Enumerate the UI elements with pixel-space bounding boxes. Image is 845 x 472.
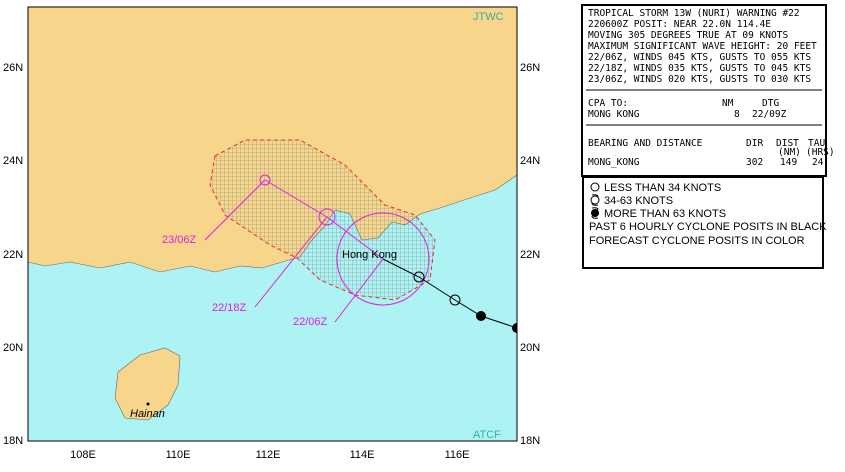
legend: LESS THAN 34 KNOTS 34-63 KNOTS MORE THAN… — [589, 182, 827, 247]
warning-text: TROPICAL STORM 13W (NURI) WARNING #22 22… — [586, 8, 835, 168]
place-label: Hong Kong — [342, 249, 397, 261]
lat-label: 26N — [520, 62, 540, 74]
warning-line: MOVING 305 DEGREES TRUE AT 09 KNOTS — [588, 30, 788, 41]
lon-label: 108E — [70, 449, 96, 461]
cpa-cell: MONG KONG — [588, 109, 640, 120]
time-label: 23/06Z — [162, 234, 197, 246]
bearing-cell: MONG_KONG — [588, 157, 640, 168]
time-label: 22/06Z — [293, 316, 328, 328]
legend-entry: PAST 6 HOURLY CYCLONE POSITS IN BLACK — [589, 221, 827, 233]
warning-line: TROPICAL STORM 13W (NURI) WARNING #22 — [588, 8, 800, 19]
place-label: Hainan — [130, 408, 165, 420]
source-label: JTWC — [473, 11, 504, 23]
bearing-header: DIR — [746, 138, 763, 149]
bearing-header: TAU — [808, 138, 825, 149]
lat-label: 22N — [520, 249, 540, 261]
lat-label: 22N — [3, 249, 23, 261]
legend-entry: LESS THAN 34 KNOTS — [604, 182, 721, 194]
map — [28, 7, 517, 441]
bearing-unit: (NM) — [778, 147, 801, 158]
lon-label: 110E — [166, 449, 191, 461]
bearing-cell: 302 — [746, 157, 763, 168]
bearing-cell: 149 — [780, 157, 797, 168]
bearing-header: BEARING AND DISTANCE — [588, 138, 703, 149]
warning-line: MAXIMUM SIGNIFICANT WAVE HEIGHT: 20 FEET — [588, 41, 817, 52]
cpa-header: DTG — [762, 98, 779, 109]
cpa-header: NM — [722, 98, 734, 109]
lat-label: 24N — [3, 155, 23, 167]
warning-line: 22/18Z, WINDS 035 KTS, GUSTS TO 045 KTS — [588, 63, 811, 74]
lat-labels: 26N 24N 22N 20N 18N 26N 24N 22N 20N 18N — [3, 62, 540, 447]
lat-label: 18N — [3, 435, 23, 447]
legend-entry: MORE THAN 63 KNOTS — [604, 208, 726, 220]
warning-line: 22/06Z, WINDS 045 KTS, GUSTS TO 055 KTS — [588, 52, 811, 63]
cpa-cell: 8 — [734, 109, 740, 120]
lat-label: 24N — [520, 155, 540, 167]
lat-label: 20N — [520, 342, 540, 354]
warning-line: 220600Z POSIT: NEAR 22.0N 114.4E — [588, 19, 771, 30]
bearing-unit: (HRS) — [806, 147, 835, 158]
legend-entry: FORECAST CYCLONE POSITS IN COLOR — [589, 235, 805, 247]
cpa-cell: 22/09Z — [752, 109, 787, 120]
cpa-header: CPA TO: — [588, 98, 628, 109]
time-label: 22/18Z — [212, 302, 247, 314]
legend-entry: 34-63 KNOTS — [604, 195, 673, 207]
lon-labels: 108E 110E 112E 114E 116E — [70, 449, 469, 461]
legend-box — [582, 176, 824, 269]
lon-label: 114E — [350, 449, 375, 461]
lat-label: 18N — [520, 435, 540, 447]
warning-line: 23/06Z, WINDS 020 KTS, GUSTS TO 030 KTS — [588, 74, 811, 85]
lat-label: 20N — [3, 342, 23, 354]
lon-label: 112E — [256, 449, 281, 461]
lon-label: 116E — [445, 449, 470, 461]
bearing-cell: 24 — [812, 157, 824, 168]
lat-label: 26N — [3, 62, 23, 74]
source-label: ATCF — [473, 429, 501, 441]
bearing-header: DIST — [776, 138, 799, 149]
